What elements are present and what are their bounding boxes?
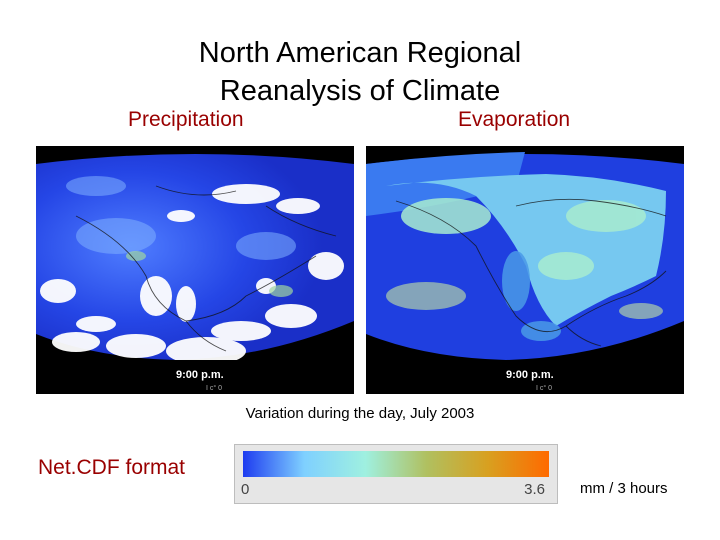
precipitation-map: 9:00 p.m. I c° 0 <box>36 146 354 394</box>
colorbar-max-label: 3.6 <box>524 481 545 498</box>
precipitation-time: 9:00 p.m. <box>176 369 224 381</box>
slide-title: North American Regional Reanalysis of Cl… <box>0 34 720 110</box>
evaporation-footer: I c° 0 <box>536 384 552 392</box>
colorbar-units: mm / 3 hours <box>580 480 668 497</box>
evaporation-map: 9:00 p.m. I c° 0 <box>366 146 684 394</box>
title-line-2: Reanalysis of Climate <box>219 75 501 107</box>
evaporation-label: Evaporation <box>458 108 571 131</box>
colorbar-gradient <box>243 451 549 477</box>
colorbar-min-label: 0 <box>241 481 250 498</box>
precipitation-label: Precipitation <box>128 108 244 131</box>
format-label: Net.CDF format <box>38 456 186 479</box>
colorbar-legend: 0 3.6 <box>234 444 558 504</box>
precipitation-footer: I c° 0 <box>206 384 222 392</box>
evaporation-time: 9:00 p.m. <box>506 369 554 381</box>
title-line-1: North American Regional <box>198 37 522 69</box>
figure-caption: Variation during the day, July 2003 <box>245 405 475 422</box>
